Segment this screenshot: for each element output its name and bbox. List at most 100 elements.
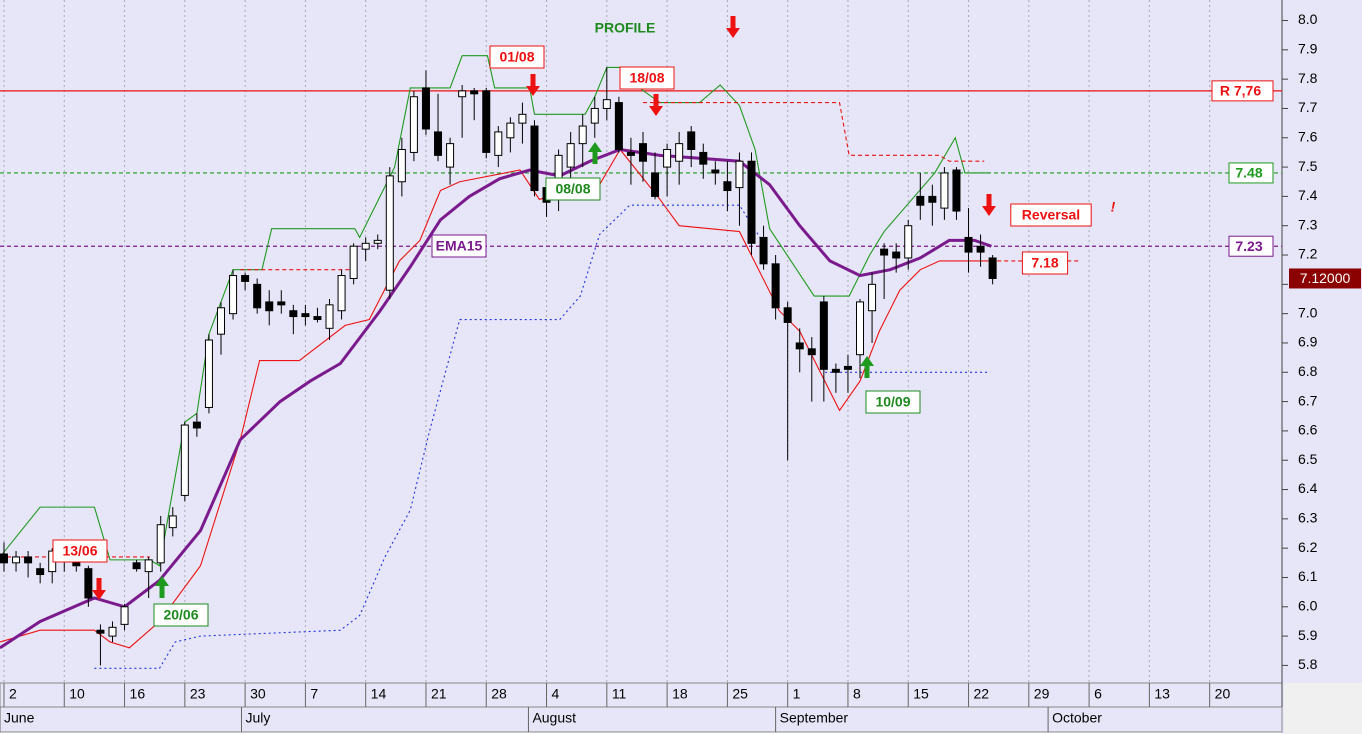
up-arrow <box>155 576 169 598</box>
candle-body <box>783 307 792 323</box>
y-tick-label: 6.7 <box>1298 392 1318 408</box>
candle-body <box>494 131 503 156</box>
x-tick-label: 2 <box>9 686 17 702</box>
x-tick-label: 28 <box>491 686 507 702</box>
candle-body <box>192 421 201 429</box>
indicator-line <box>94 204 761 669</box>
y-tick-label: 6.2 <box>1298 539 1318 555</box>
candle-body <box>578 125 587 145</box>
candle-body <box>373 239 382 244</box>
candle-body <box>916 195 925 206</box>
candle-body <box>241 275 250 282</box>
y-tick-label: 7.2 <box>1298 246 1318 262</box>
y-tick-label: 7.8 <box>1298 70 1318 86</box>
y-tick-label: 6.4 <box>1298 480 1318 496</box>
candle-body <box>168 515 177 529</box>
y-tick-label: 7.0 <box>1298 304 1318 320</box>
candle-body <box>868 283 877 312</box>
month-label: September <box>780 710 849 726</box>
candle-body <box>626 151 635 156</box>
candle-body <box>156 524 165 564</box>
indicator-line <box>0 55 991 567</box>
down-arrow <box>526 74 540 96</box>
candle-body <box>590 107 599 124</box>
candle-body <box>361 242 370 250</box>
candle-body <box>421 87 430 130</box>
up-arrow <box>860 356 874 378</box>
y-tick-label: 7.4 <box>1298 187 1318 203</box>
x-tick-label: 25 <box>732 686 748 702</box>
candle-body <box>614 102 623 150</box>
annotation: 01/08 <box>499 49 534 65</box>
candle-body <box>699 151 708 165</box>
x-tick-label: 1 <box>793 686 801 702</box>
candle-body <box>964 236 973 253</box>
annotation: 20/06 <box>163 607 198 623</box>
candle-body <box>723 181 732 192</box>
candle-body <box>482 90 491 153</box>
candle-body <box>675 143 684 162</box>
x-tick-label: 14 <box>371 686 387 702</box>
y-tick-label: 7.9 <box>1298 41 1318 57</box>
candle-body <box>313 316 322 321</box>
candle-body <box>904 225 913 259</box>
down-arrow <box>649 94 663 116</box>
month-label: August <box>532 710 576 726</box>
candle-body <box>747 160 756 244</box>
candle-body <box>204 339 213 408</box>
corner <box>1284 683 1362 734</box>
y-axis-area <box>1282 0 1362 734</box>
annotation: Reversal <box>1022 207 1080 223</box>
y-tick-label: 6.3 <box>1298 510 1318 526</box>
annotation-box <box>1021 251 1069 275</box>
candle-body <box>940 172 949 209</box>
candle-body <box>638 143 647 162</box>
candle-body <box>928 195 937 203</box>
annotation-box <box>489 45 545 69</box>
x-tick-label: 11 <box>612 686 627 702</box>
level-label: 7.48 <box>1235 165 1262 181</box>
candle-body <box>96 629 105 634</box>
month-label: June <box>4 710 35 726</box>
candle-body <box>397 148 406 183</box>
candle-body <box>518 113 527 124</box>
candle-body <box>470 90 479 95</box>
candle-body <box>807 348 816 356</box>
annotation: ! <box>1111 199 1116 215</box>
candle-body <box>24 556 33 564</box>
annotation-box <box>865 390 921 414</box>
y-tick-label: 6.9 <box>1298 334 1318 350</box>
y-tick-label: 7.5 <box>1298 158 1318 174</box>
candle-body <box>301 313 310 318</box>
x-tick-label: 13 <box>1154 686 1170 702</box>
annotation-box <box>52 539 108 563</box>
candle-body <box>409 96 418 153</box>
annotation-box <box>153 603 209 627</box>
annotation: 13/06 <box>62 543 97 559</box>
candle-body <box>337 275 346 312</box>
down-arrow <box>92 578 106 600</box>
x-tick-label: 30 <box>250 686 266 702</box>
candle-body <box>289 310 298 318</box>
level-label: 7.23 <box>1235 238 1262 254</box>
candle-body <box>0 553 8 564</box>
x-tick-label: 6 <box>1094 686 1102 702</box>
x-tick-label: 8 <box>853 686 861 702</box>
level-label-box <box>1228 162 1274 184</box>
candle-body <box>36 568 45 576</box>
annotation: 18/08 <box>629 70 664 86</box>
candle-body <box>253 283 262 309</box>
candle-body <box>265 301 274 312</box>
candle-body <box>735 160 744 189</box>
y-tick-label: 5.8 <box>1298 656 1318 672</box>
candle-body <box>180 424 189 496</box>
candle-body <box>843 365 852 370</box>
x-tick-label: 15 <box>913 686 929 702</box>
down-arrow <box>982 194 996 216</box>
candle-body <box>144 559 153 573</box>
x-tick-label: 29 <box>1034 686 1050 702</box>
y-tick-label: 6.5 <box>1298 451 1318 467</box>
x-tick-label: 7 <box>310 686 318 702</box>
candle-body <box>132 562 141 570</box>
plot-area <box>0 0 1282 683</box>
